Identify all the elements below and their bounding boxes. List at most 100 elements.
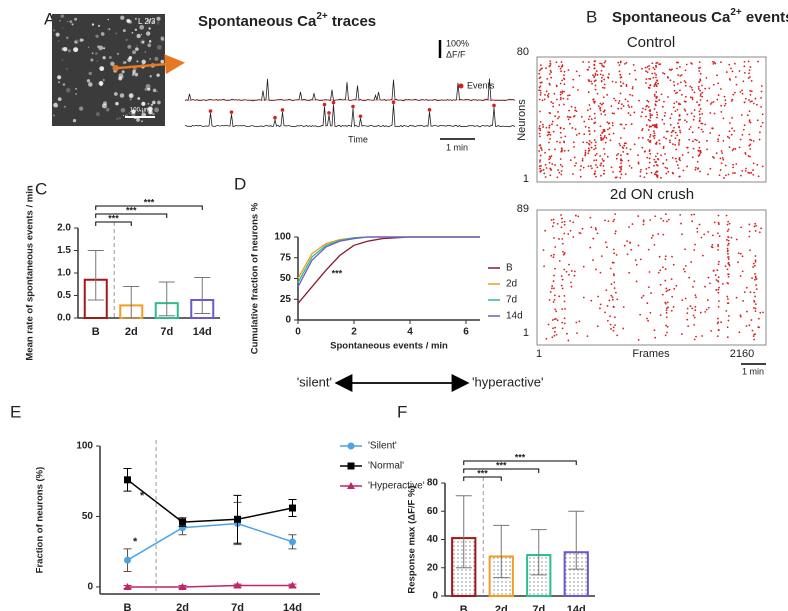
- chart: 0 25 50 75 100 Cumulative fraction of neurons…: [250, 202, 523, 354]
- event-dot: [728, 222, 731, 225]
- traces: [184, 78, 516, 128]
- event-dot: [761, 113, 764, 116]
- cell: [88, 71, 92, 76]
- event-dot: [590, 165, 592, 167]
- event-dot: [617, 107, 620, 110]
- event-dot: [747, 155, 750, 157]
- event-dot: [563, 252, 566, 254]
- event-dot: [728, 130, 731, 133]
- event-dot: [605, 289, 608, 291]
- event-dot: [739, 91, 742, 93]
- event-dot: [679, 159, 681, 162]
- event-dot: [676, 67, 678, 70]
- event-dot: [623, 142, 626, 145]
- event-dot: [553, 318, 556, 321]
- event-dot: [538, 69, 541, 72]
- event-dot: [541, 67, 543, 70]
- cell: [160, 36, 165, 40]
- event-dot: [732, 166, 735, 169]
- event-dot: [683, 270, 686, 273]
- event-dot: [689, 305, 692, 307]
- event-dot: [545, 167, 548, 169]
- event-dot: [699, 311, 702, 314]
- event-dot: [668, 68, 671, 71]
- event-dot: [686, 307, 689, 310]
- event-dot: [670, 131, 673, 134]
- raster-y-bottom: 1: [523, 327, 529, 339]
- y-tick-label: 0.5: [57, 290, 71, 301]
- event-dot: [717, 140, 720, 143]
- event-dot: [620, 168, 623, 171]
- event-dot: [748, 119, 751, 122]
- event-dot: [595, 175, 597, 178]
- event-dot: [639, 313, 642, 316]
- event-dot: [538, 132, 541, 135]
- event-dot: [700, 128, 703, 131]
- amplitude-unit: ΔF/F: [446, 49, 466, 59]
- y-tick-label: 50: [82, 511, 94, 522]
- cell: [57, 40, 60, 42]
- event-dot: [542, 168, 545, 171]
- event-dot: [600, 62, 603, 65]
- event-dot: [649, 78, 652, 80]
- cell: [74, 40, 77, 44]
- event-dot: [539, 159, 542, 162]
- event-dot: [622, 306, 625, 308]
- event-dot: [655, 76, 657, 79]
- event-dot: [538, 150, 541, 152]
- event-dot: [754, 307, 757, 310]
- event-dot: [601, 132, 604, 134]
- series-line: [297, 236, 480, 288]
- cell: [116, 117, 119, 120]
- event-dot: [752, 266, 754, 268]
- event-dot: [698, 103, 701, 106]
- event-dot: [562, 103, 565, 106]
- event-dot: [751, 100, 753, 103]
- y-axis-label: Mean rate of spontaneous events / min: [25, 185, 36, 360]
- event-dot: [539, 93, 542, 96]
- event-dot: [603, 87, 606, 89]
- event-dot: [611, 298, 614, 301]
- cell: [152, 100, 156, 105]
- event-dot: [546, 134, 549, 137]
- event-dot: [731, 70, 734, 73]
- event-dot: [715, 289, 718, 291]
- cell: [119, 117, 121, 120]
- cell: [57, 97, 62, 101]
- event-dot: [654, 161, 657, 164]
- raster-y-label: Neurons: [516, 99, 528, 141]
- event-dot: [717, 243, 720, 246]
- activity-right: 'hyperactive': [472, 374, 543, 389]
- cell: [125, 38, 128, 41]
- event-dot: [610, 294, 613, 297]
- event-dot: [549, 133, 552, 136]
- event-dot: [718, 260, 720, 263]
- event-dot: [633, 111, 636, 114]
- legend-label: 'Normal': [368, 461, 404, 472]
- event-dot: [603, 153, 606, 155]
- event-dot: [699, 78, 702, 81]
- event-dot: [712, 269, 715, 272]
- event-dot: [603, 129, 606, 131]
- event-dot: [604, 141, 607, 144]
- event-dot: [620, 167, 622, 169]
- cell: [157, 100, 161, 105]
- event-dot: [560, 173, 563, 176]
- event-dot: [599, 125, 602, 128]
- event-dot: [651, 124, 654, 127]
- event-dot: [665, 287, 668, 290]
- event-dot: [571, 127, 574, 129]
- event-dot: [588, 104, 591, 106]
- event-dot: [749, 155, 751, 158]
- event-dot: [563, 268, 566, 271]
- panel-label: C: [35, 179, 47, 198]
- cell: [79, 106, 84, 111]
- event-dot: [665, 137, 667, 140]
- panel-label: D: [234, 174, 246, 193]
- cell: [62, 27, 64, 29]
- event-dot: [608, 299, 611, 302]
- event-dot: [550, 219, 553, 221]
- event-dot: [391, 100, 396, 105]
- event-dot: [727, 242, 730, 245]
